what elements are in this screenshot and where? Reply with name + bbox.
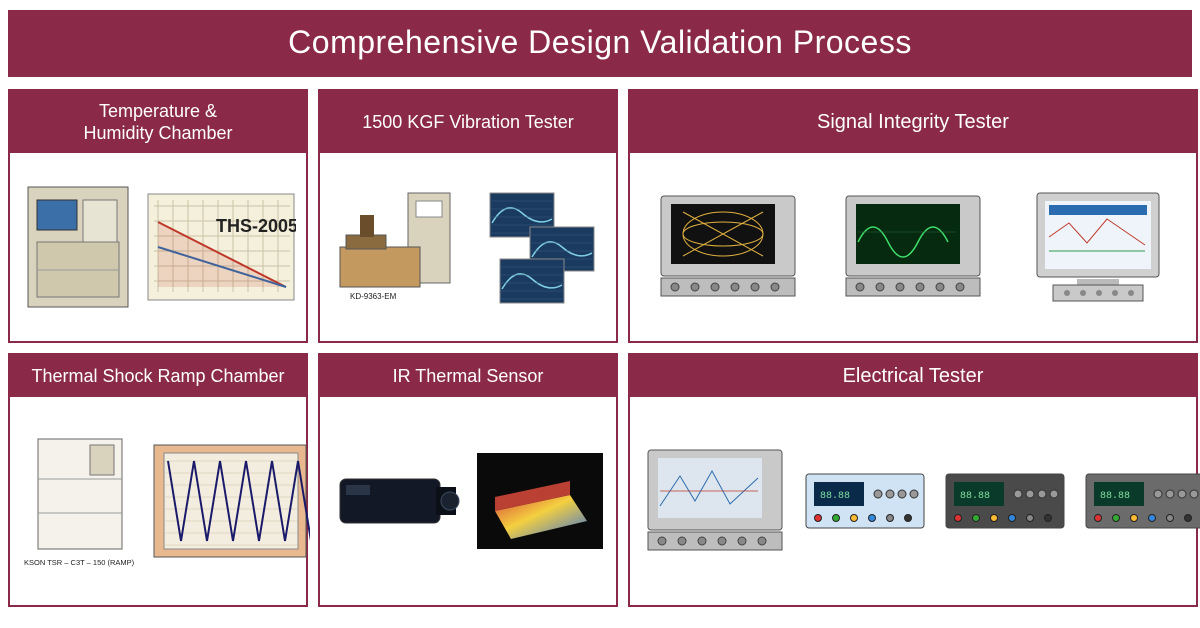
card-body: KSON TSR – C3T – 150 (RAMP) (10, 397, 306, 605)
card-thermal-shock: Thermal Shock Ramp Chamber KSON TSR – C3… (8, 353, 308, 607)
ir-camera-icon (330, 461, 463, 541)
svg-text:KD-9363-EM: KD-9363-EM (350, 292, 397, 301)
svg-text:88.88: 88.88 (1100, 491, 1130, 502)
svg-text:KSON TSR – C3T – 150 (RAMP): KSON TSR – C3T – 150 (RAMP) (24, 558, 135, 567)
svg-text:88.88: 88.88 (960, 491, 990, 502)
card-head: Signal Integrity Tester (630, 91, 1196, 153)
card-head: 1500 KGF Vibration Tester (320, 91, 616, 153)
page-title: Comprehensive Design Validation Process (8, 24, 1192, 61)
card-title: IR Thermal Sensor (393, 365, 544, 388)
card-head: Temperature & Humidity Chamber (10, 91, 306, 153)
card-grid: Temperature & Humidity Chamber THS-2005 … (8, 89, 1192, 607)
vibration-rig-icon: KD-9363-EM (330, 187, 470, 307)
card-vibration: 1500 KGF Vibration Tester KD-9363-EM (318, 89, 618, 343)
scope-wave-icon (825, 192, 1000, 302)
oscilloscope-icon (640, 446, 790, 556)
card-ir-sensor: IR Thermal Sensor (318, 353, 618, 607)
card-electrical: Electrical Tester 88.88 88.88 88.88 (628, 353, 1198, 607)
card-body: KD-9363-EM (320, 153, 616, 341)
analyzer-pc-icon (1011, 187, 1186, 307)
vibration-plots-icon (480, 187, 610, 307)
svg-text:THS-2005: THS-2005 (216, 216, 296, 236)
multimeter-icon: 88.88 (1080, 456, 1200, 546)
scope-eye-icon (640, 192, 815, 302)
ths-chart-icon: THS-2005 (146, 192, 296, 302)
card-body: 88.88 88.88 88.88 (630, 397, 1196, 605)
card-title: Temperature & Humidity Chamber (83, 100, 232, 145)
card-body (320, 397, 616, 605)
card-signal-integrity: Signal Integrity Tester (628, 89, 1198, 343)
shock-chamber-icon: KSON TSR – C3T – 150 (RAMP) (20, 431, 140, 571)
page-title-bar: Comprehensive Design Validation Process (8, 10, 1192, 77)
card-title: Thermal Shock Ramp Chamber (31, 365, 284, 388)
card-body: THS-2005 (10, 153, 306, 341)
card-body (630, 153, 1196, 341)
card-head: Thermal Shock Ramp Chamber (10, 355, 306, 397)
card-temp-humidity: Temperature & Humidity Chamber THS-2005 (8, 89, 308, 343)
ramp-chart-icon (150, 441, 310, 561)
power-supply-icon: 88.88 (940, 456, 1070, 546)
svg-text:88.88: 88.88 (820, 491, 850, 502)
card-title: Signal Integrity Tester (817, 110, 1009, 135)
card-head: Electrical Tester (630, 355, 1196, 397)
card-title: Electrical Tester (843, 364, 984, 389)
counter-icon: 88.88 (800, 456, 930, 546)
card-head: IR Thermal Sensor (320, 355, 616, 397)
heatmap-icon (473, 451, 606, 551)
chamber-unit-icon (20, 182, 136, 312)
card-title: 1500 KGF Vibration Tester (362, 111, 573, 134)
